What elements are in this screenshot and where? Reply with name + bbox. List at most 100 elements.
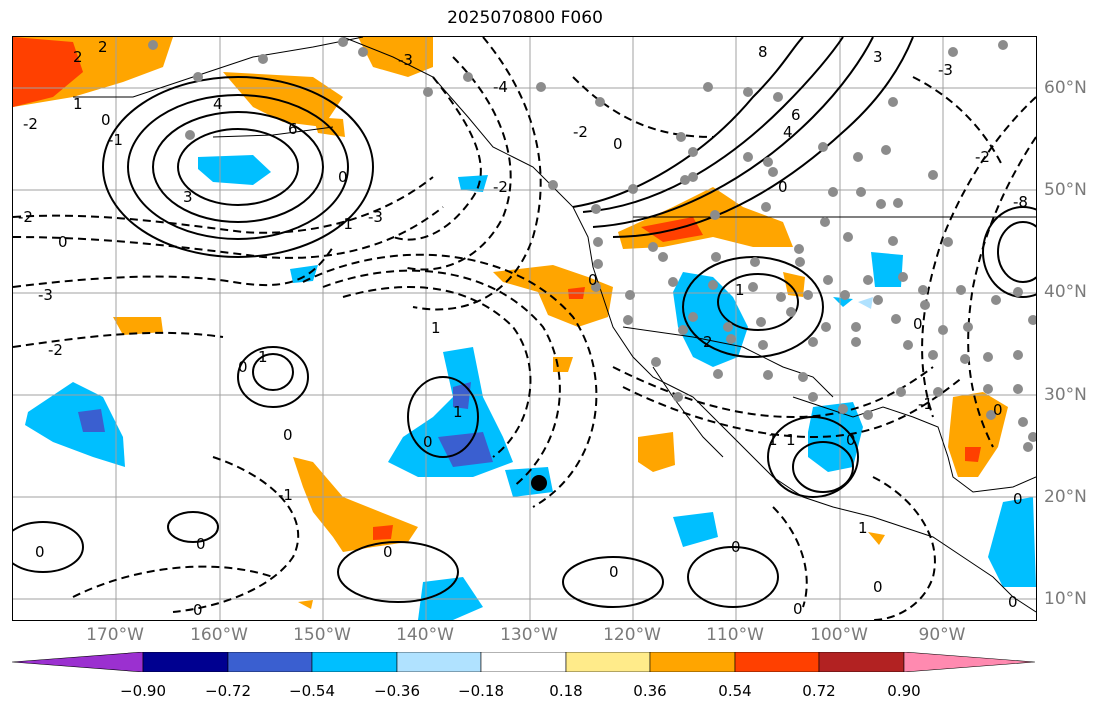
contour-label: -2 xyxy=(18,208,33,226)
colorbar-tick-label: 0.36 xyxy=(633,682,667,700)
shaded-anomaly-fields xyxy=(13,37,1036,620)
contour-label: 1 xyxy=(786,431,796,449)
contour-label: 1 xyxy=(258,348,268,366)
contour-label: 0 xyxy=(913,315,923,333)
colorbar-segment xyxy=(649,652,736,672)
colorbar-tick-label: 0.54 xyxy=(718,682,752,700)
contour-label: 2 xyxy=(73,48,83,66)
station-dots xyxy=(148,37,1036,452)
colorbar-segment xyxy=(311,652,398,672)
contour-label: 1 xyxy=(431,319,441,337)
colorbar-segment xyxy=(142,652,229,672)
contour-value-labels: 2 2 -2 1 0 -1 4 6 3 -2 0 -3 -2 0 -1 -3 -… xyxy=(18,38,1028,619)
contour-label: 0 xyxy=(238,358,248,376)
colorbar-tick-label: −0.54 xyxy=(289,682,335,700)
contour-ridge-north xyxy=(572,37,804,208)
map-canvas: 2 2 -2 1 0 -1 4 6 3 -2 0 -3 -2 0 -1 -3 -… xyxy=(13,37,1036,620)
lat-label: 40°N xyxy=(1044,282,1087,302)
colorbar-tick-label: −0.18 xyxy=(458,682,504,700)
contour-label: 0 xyxy=(196,535,206,553)
colorbar-tick-label: −0.72 xyxy=(205,682,251,700)
contour-label: 2 xyxy=(98,38,108,56)
lon-label: 170°W xyxy=(86,625,144,645)
map-panel: 2 2 -2 1 0 -1 4 6 3 -2 0 -3 -2 0 -1 -3 -… xyxy=(12,36,1037,621)
contour-label: 3 xyxy=(183,188,193,206)
contour-label: 1 xyxy=(453,403,463,421)
contour-label: -1 xyxy=(108,131,123,149)
colorbar-tick-label: 0.90 xyxy=(887,682,921,700)
contour-label: 1 xyxy=(858,519,868,537)
colorbar-tick-label: 0.18 xyxy=(549,682,583,700)
lon-label: 110°W xyxy=(706,625,764,645)
coastlines xyxy=(73,37,1036,613)
contour-label: -8 xyxy=(1013,193,1028,211)
lon-label: 90°W xyxy=(918,625,966,645)
contour-label: -2 xyxy=(48,341,63,359)
graticule xyxy=(13,37,1036,620)
contour-label: 0 xyxy=(58,233,68,251)
contour-label: -2 xyxy=(23,115,38,133)
contour-label: 6 xyxy=(288,120,298,138)
shade-blue-west xyxy=(25,382,125,467)
contour-label: -4 xyxy=(493,78,508,96)
contour-label: -2 xyxy=(493,178,508,196)
contour-label: 0 xyxy=(778,178,788,196)
contour-label: -3 xyxy=(38,286,53,304)
contour-label: -3 xyxy=(398,51,413,69)
lon-label: 150°W xyxy=(293,625,351,645)
contour-label: 0 xyxy=(588,271,598,289)
contour-label: 0 xyxy=(35,543,45,561)
contour-label: 1 xyxy=(735,281,745,299)
contour-label: 0 xyxy=(1013,490,1023,508)
shade-orange-california xyxy=(493,265,613,327)
map-title: 2025070800 F060 xyxy=(447,8,603,28)
contour-label: 4 xyxy=(213,95,223,113)
contour-label: 0 xyxy=(873,578,883,596)
contour-label: -1 xyxy=(278,486,293,504)
lat-label: 20°N xyxy=(1044,487,1087,507)
contour-label: 0 xyxy=(613,135,623,153)
coast-baja xyxy=(652,366,724,458)
colorbar-segment xyxy=(903,652,1035,672)
contour-label: -2 xyxy=(573,123,588,141)
colorbar-tick-label: −0.90 xyxy=(120,682,166,700)
lat-label: 60°N xyxy=(1044,78,1087,98)
contour-label: 2 xyxy=(703,333,713,351)
lon-label: 160°W xyxy=(190,625,248,645)
contour-label: -3 xyxy=(938,61,953,79)
colorbar-segment xyxy=(12,652,144,672)
solid-contours xyxy=(13,37,1036,608)
colorbar-segment xyxy=(396,652,482,672)
shade-blue-caribbean xyxy=(988,497,1036,587)
lon-label: 120°W xyxy=(603,625,661,645)
contour-label: 0 xyxy=(338,168,348,186)
colorbar-segment xyxy=(565,652,651,672)
contour-label: 0 xyxy=(101,111,111,129)
colorbar-tick-label: −0.36 xyxy=(374,682,420,700)
contour-label: -2 xyxy=(975,148,990,166)
colorbar-segment xyxy=(227,652,313,672)
lon-label: 100°W xyxy=(810,625,868,645)
contour-label: -3 xyxy=(368,208,383,226)
contour-label: 6 xyxy=(791,106,801,124)
colorbar-segment xyxy=(480,652,567,672)
lon-label: 140°W xyxy=(396,625,454,645)
contour-label: 0 xyxy=(423,433,433,451)
contour-label: 0 xyxy=(846,431,856,449)
contour-label: 0 xyxy=(609,563,619,581)
contour-label: 8 xyxy=(758,43,768,61)
contour-label: 3 xyxy=(873,48,883,66)
contour-label: 0 xyxy=(993,401,1003,419)
shade-red-ne-pacific xyxy=(13,37,83,107)
shade-orange-central-pacific xyxy=(113,317,163,335)
contour-label: 0 xyxy=(793,600,803,618)
contour-label: 0 xyxy=(1008,593,1018,611)
contour-label: 0 xyxy=(283,426,293,444)
contour-label: 4 xyxy=(783,123,793,141)
contour-label: 0 xyxy=(731,538,741,556)
contour-label: 0 xyxy=(383,543,393,561)
contour-label: -1 xyxy=(338,215,353,233)
lat-label: 10°N xyxy=(1044,589,1087,609)
contour-label: 0 xyxy=(193,601,203,619)
lon-label: 130°W xyxy=(500,625,558,645)
